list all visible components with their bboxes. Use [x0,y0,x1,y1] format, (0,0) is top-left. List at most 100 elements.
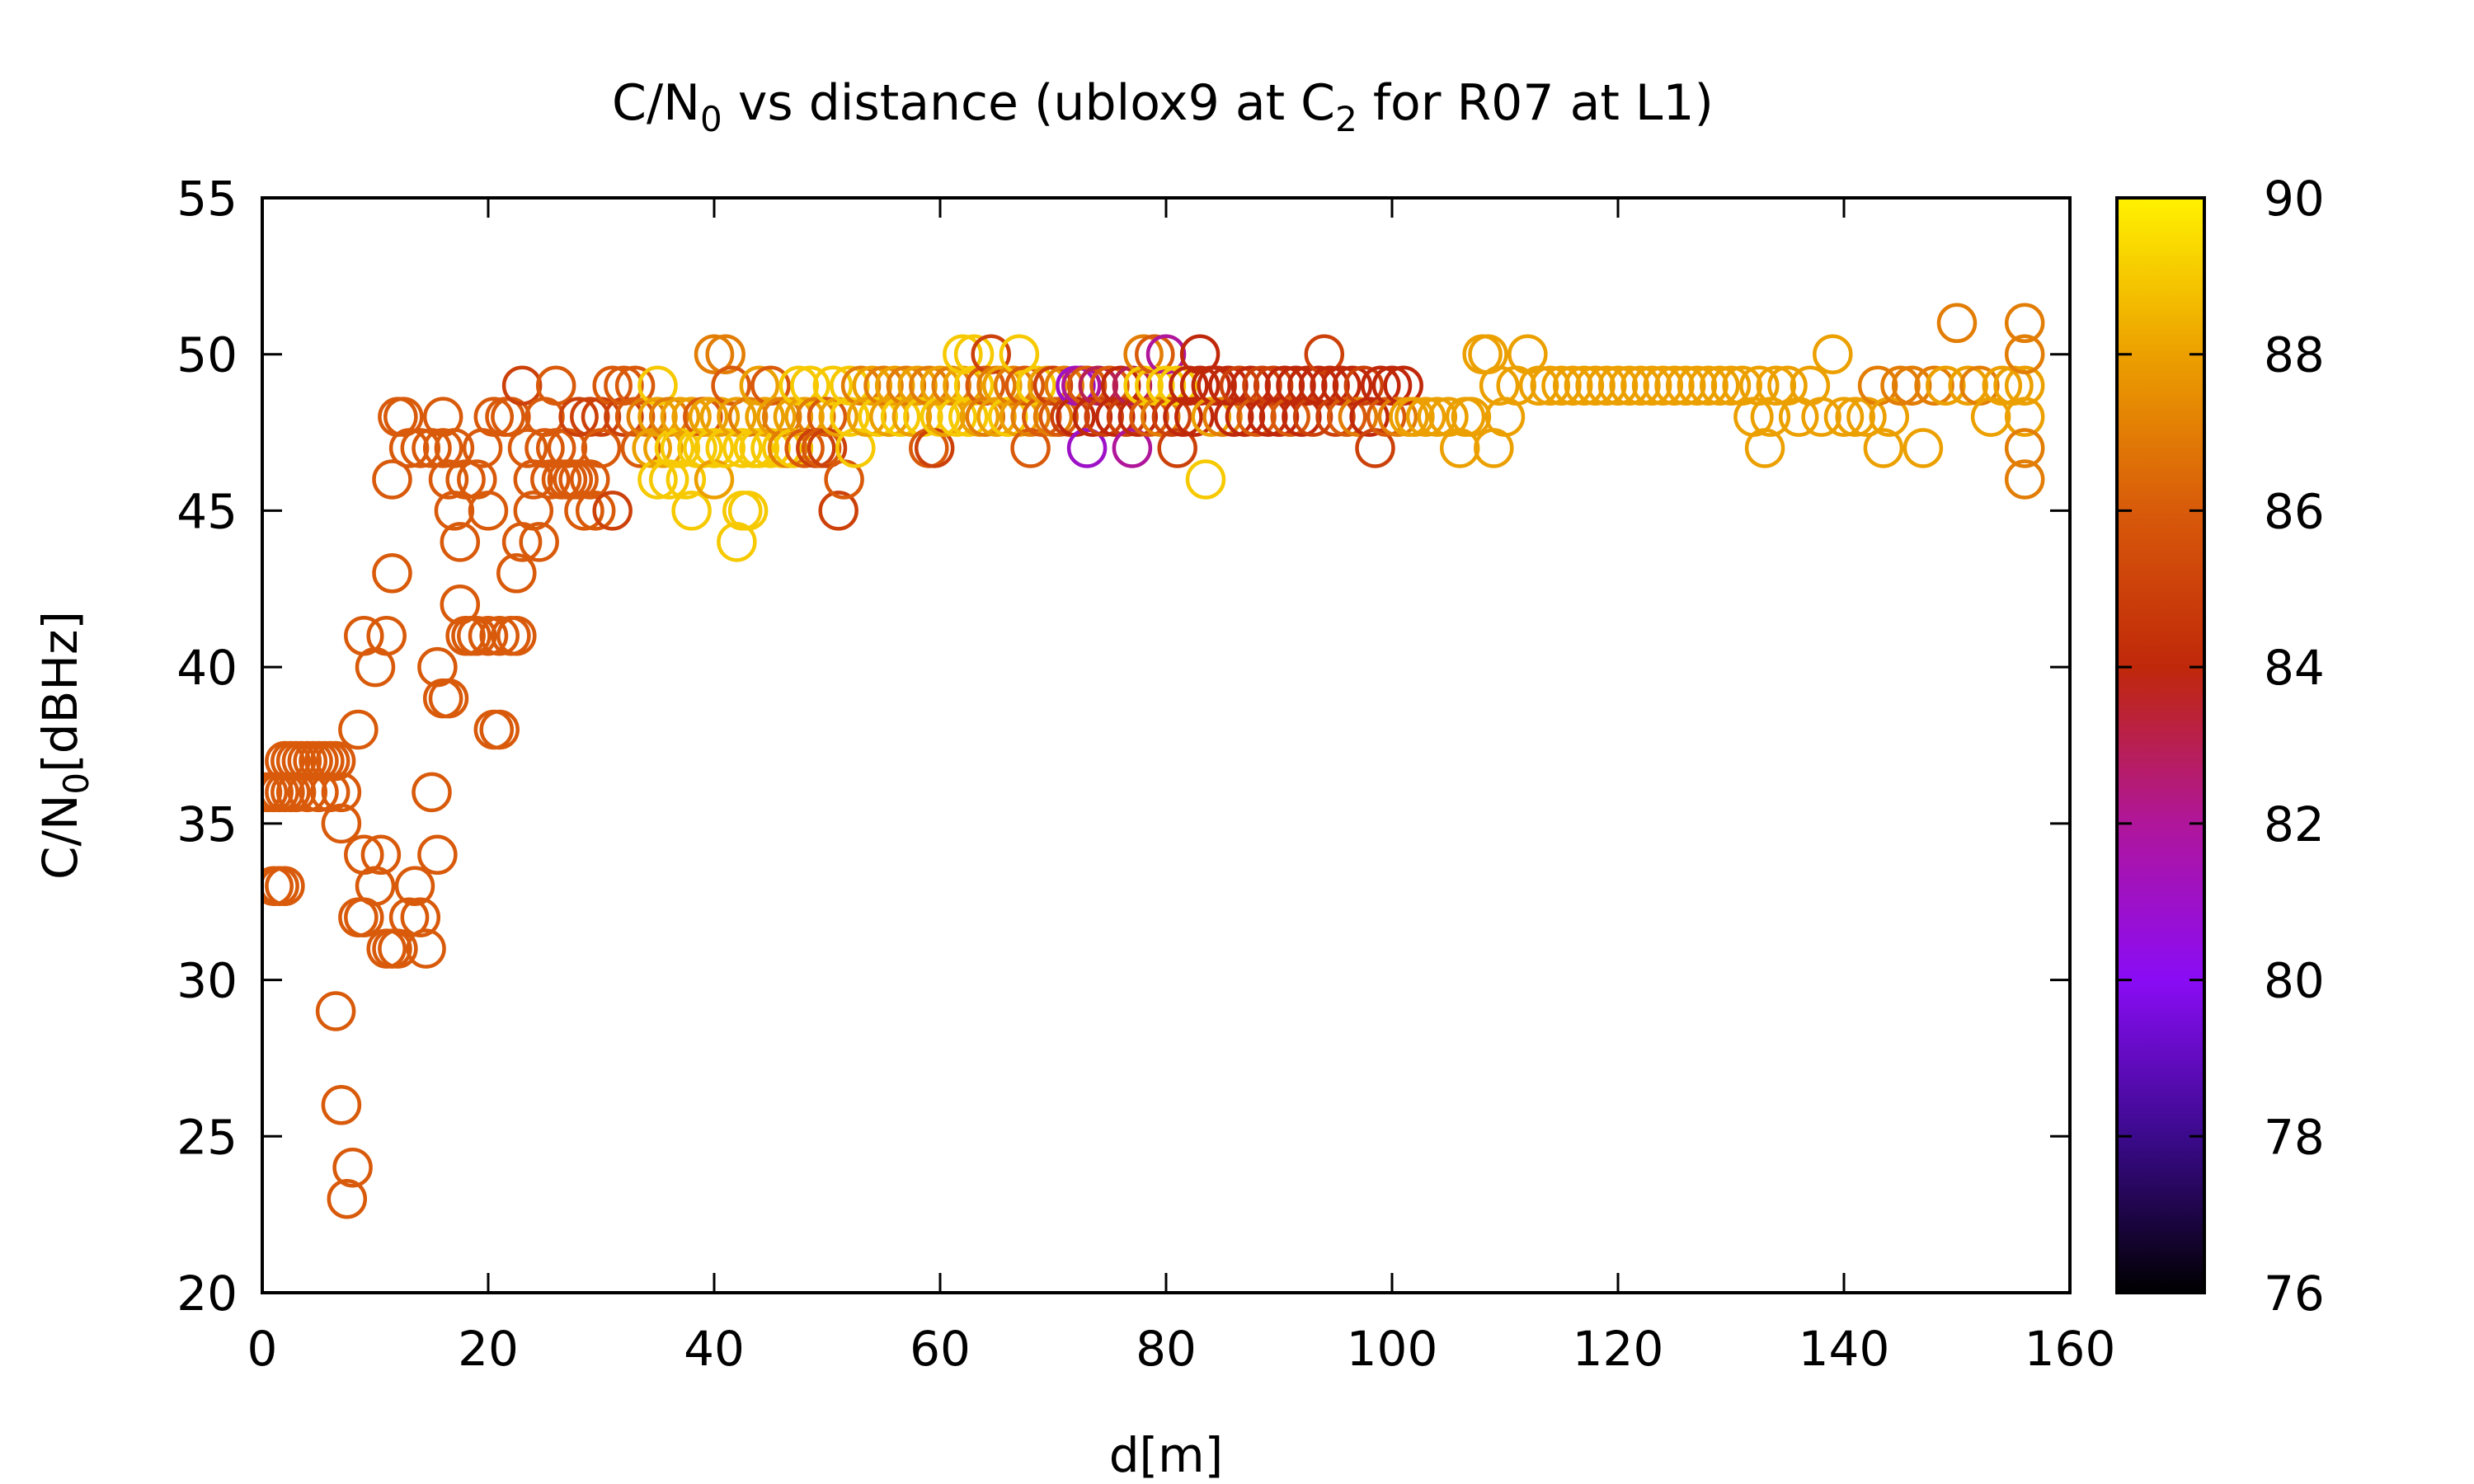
data-point [1575,365,1616,406]
data-point [1405,397,1446,437]
data-point [1315,397,1356,437]
data-point [2004,334,2045,374]
data-point [1587,365,1627,406]
x-axis-label: d[m] [1109,1427,1224,1483]
data-point [1552,365,1593,406]
data-point [412,772,452,813]
data-point [1371,365,1413,406]
data-point [1710,365,1752,406]
data-point [1620,365,1661,406]
data-point [428,678,469,719]
x-tick-label: 60 [910,1321,971,1377]
data-point [1982,365,2023,406]
data-point [982,365,1023,406]
colorbar [2117,198,2204,1293]
data-point [846,397,887,437]
data-point [739,428,780,468]
data-point [1225,397,1266,437]
data-point [614,397,656,437]
data-point [869,397,910,437]
data-point [688,397,729,437]
data-point [1276,365,1316,406]
data-point [473,397,515,437]
data-point [1253,365,1294,406]
data-point [920,365,961,406]
plot-frame [261,196,2072,1294]
data-point [519,522,559,562]
data-point [1106,397,1147,437]
data-point [1208,365,1249,406]
data-point [1258,397,1300,437]
data-point [1801,397,1841,437]
data-point [1287,365,1328,406]
data-point [417,834,458,876]
data-point [1197,365,1237,406]
data-point [1665,365,1706,406]
data-point [501,365,543,406]
y-axis-ticks: 20 25 30 35 40 45 50 55 [176,171,2070,1322]
data-point [366,615,407,656]
data-point [1518,365,1559,406]
data-point [2004,365,2045,406]
data-point [1688,365,1729,406]
data-point [1163,397,1203,437]
data-point [1202,397,1243,437]
data-point [1643,365,1684,406]
data-point [1479,365,1520,406]
data-point [468,615,509,656]
data-point [1564,365,1605,406]
data-point [422,428,463,468]
data-point [818,491,858,531]
y-tick-label: 20 [176,1266,238,1322]
data-point [722,428,763,468]
data-point [1926,365,1966,406]
data-point [558,459,599,500]
data-point [372,459,412,500]
data-point [694,428,735,468]
data-point [1343,365,1385,406]
data-point [1117,397,1159,437]
data-point [1530,365,1571,406]
y-tick-label: 25 [176,1109,238,1165]
data-point [1100,365,1141,406]
data-point [897,365,938,406]
data-point [496,615,537,656]
data-point [1700,365,1740,406]
data-point [575,491,616,531]
data-point [1750,397,1791,437]
data-point [1292,397,1333,437]
data-point [1948,365,1988,406]
data-point [262,772,283,813]
data-point [999,334,1040,374]
data-point [1174,397,1215,437]
colorbar-tick-label: 78 [2264,1109,2325,1165]
data-point [1112,428,1153,468]
data-point [1078,365,1119,406]
data-point [632,428,672,468]
data-point [1298,365,1339,406]
data-point [807,397,848,437]
data-point [496,553,537,594]
data-point [406,928,446,969]
data-point [1010,397,1051,437]
x-axis-ticks: 0 20 40 60 80 100 120 140 160 [247,198,2115,1377]
data-point [880,397,921,437]
data-point [643,428,684,468]
data-point [1891,365,1932,406]
data-point [468,491,509,531]
x-tick-label: 100 [1347,1321,1438,1377]
data-point [840,365,882,406]
y-axis-label: C/N0[dBHz] [32,611,96,880]
colorbar-tick-label: 76 [2264,1266,2325,1322]
y-tick-label: 45 [176,483,238,539]
x-tick-label: 20 [458,1321,519,1377]
data-point [1095,397,1136,437]
data-point [1230,365,1272,406]
data-point [1072,397,1113,437]
data-point [1654,365,1695,406]
data-point [1936,303,1978,344]
colorbar-tick-label: 88 [2264,327,2325,383]
x-tick-label: 120 [1573,1321,1664,1377]
data-point [315,740,356,782]
data-point [564,491,604,531]
